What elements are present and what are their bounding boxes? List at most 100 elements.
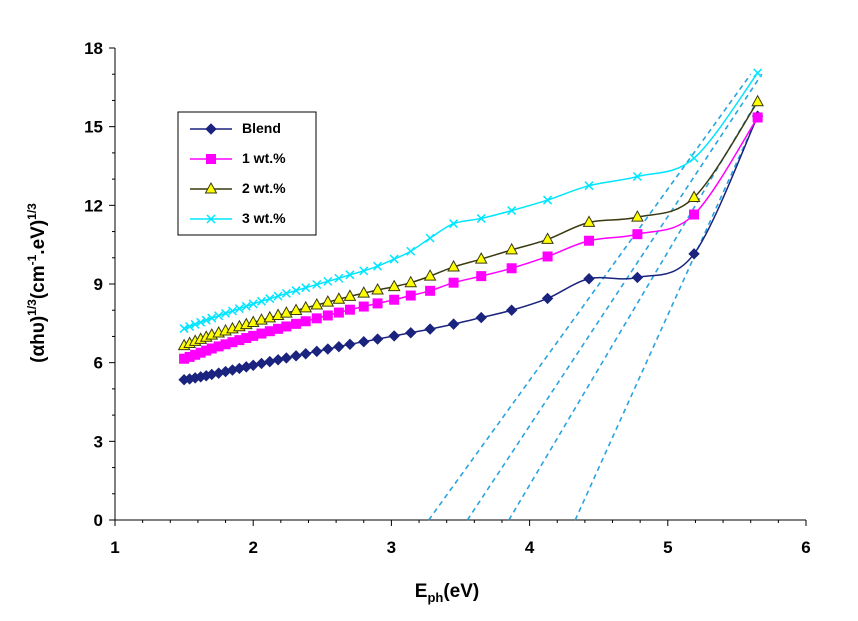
x-axis-title-main: E bbox=[415, 581, 428, 602]
x-axis-title: Eph(eV) bbox=[415, 581, 479, 605]
data-point bbox=[425, 285, 436, 296]
x-marker-stroke bbox=[323, 276, 333, 286]
data-point bbox=[689, 153, 699, 163]
y-tick-label: 9 bbox=[94, 275, 103, 294]
x-axis-title-rest: (eV) bbox=[443, 581, 479, 602]
x-tick-labels: 1 2 3 4 5 6 bbox=[110, 538, 810, 557]
data-point bbox=[506, 263, 517, 274]
y-tick-labels: 0 3 6 9 12 15 18 bbox=[84, 39, 103, 530]
data-point bbox=[371, 333, 384, 345]
data-point bbox=[322, 343, 334, 355]
x-tick-label: 4 bbox=[525, 538, 535, 557]
legend-marker-3wt bbox=[190, 214, 232, 224]
x-tick-label: 3 bbox=[387, 538, 396, 557]
data-point bbox=[300, 348, 312, 360]
data-point bbox=[475, 311, 487, 324]
legend-label-3wt: 3 wt.% bbox=[242, 210, 286, 226]
x-marker-stroke bbox=[689, 153, 699, 163]
legend-marker-1wt bbox=[190, 154, 232, 164]
data-point bbox=[373, 261, 383, 271]
data-point bbox=[300, 316, 311, 327]
data-point bbox=[256, 328, 267, 339]
data-point bbox=[311, 313, 322, 324]
data-point bbox=[322, 310, 333, 321]
data-point bbox=[505, 242, 518, 255]
data-point bbox=[751, 94, 764, 107]
legend-label-2wt: 2 wt.% bbox=[242, 180, 286, 196]
data-point bbox=[248, 330, 259, 341]
data-point bbox=[264, 326, 275, 337]
data-point bbox=[387, 279, 401, 292]
x-marker-stroke bbox=[312, 279, 322, 290]
data-point bbox=[344, 338, 356, 351]
legend-point bbox=[205, 123, 217, 135]
tangent-line bbox=[508, 100, 759, 521]
tangent-line bbox=[428, 73, 752, 521]
data-point bbox=[248, 299, 258, 309]
data-point bbox=[505, 304, 518, 316]
data-point bbox=[389, 294, 400, 305]
x-marker-stroke bbox=[221, 308, 231, 318]
data-point bbox=[273, 323, 284, 334]
data-point bbox=[447, 318, 460, 330]
x-marker-stroke bbox=[507, 206, 517, 216]
y-axis-title: (αhυ)1/3(cm-1.eV)1/3 bbox=[25, 203, 49, 363]
data-point bbox=[425, 233, 435, 243]
legend-point bbox=[204, 181, 218, 194]
data-point bbox=[474, 252, 488, 264]
legend-label-1wt: 1 wt.% bbox=[242, 150, 286, 166]
data-point bbox=[582, 215, 596, 227]
data-point bbox=[333, 340, 345, 353]
y-tick-label: 18 bbox=[84, 39, 103, 58]
data-point bbox=[406, 246, 416, 256]
y-axis-title-part3: .eV) bbox=[28, 220, 49, 255]
x-marker-stroke bbox=[406, 246, 416, 256]
data-point bbox=[185, 321, 195, 332]
y-tick-label: 6 bbox=[94, 354, 103, 373]
data-point bbox=[312, 279, 322, 290]
data-point bbox=[343, 289, 357, 301]
y-tick-label: 0 bbox=[94, 511, 103, 530]
x-marker-stroke bbox=[425, 233, 435, 243]
data-point bbox=[281, 288, 291, 298]
data-point bbox=[476, 271, 487, 282]
data-point bbox=[372, 298, 383, 309]
data-point bbox=[290, 350, 302, 362]
x-marker-stroke bbox=[359, 266, 369, 276]
data-point bbox=[201, 315, 211, 325]
data-point bbox=[424, 323, 436, 335]
x-marker-stroke bbox=[265, 294, 275, 304]
legend-item-3wt: 3 wt.% bbox=[190, 210, 286, 226]
data-point bbox=[447, 259, 460, 272]
data-point bbox=[448, 277, 459, 288]
data-point bbox=[388, 330, 400, 342]
data-point bbox=[358, 335, 370, 348]
x-marker-stroke bbox=[207, 313, 217, 323]
tangent-line bbox=[574, 115, 759, 521]
data-point bbox=[265, 294, 275, 304]
x-marker-stroke bbox=[241, 301, 251, 311]
legend-item-blend: Blend bbox=[190, 120, 281, 136]
data-point bbox=[333, 307, 344, 318]
series-1 bbox=[179, 112, 763, 364]
x-marker-stroke bbox=[389, 254, 399, 264]
y-tick-label: 12 bbox=[84, 196, 103, 215]
data-point bbox=[214, 311, 224, 321]
x-marker-stroke bbox=[476, 213, 486, 223]
data-point bbox=[264, 355, 276, 368]
data-point bbox=[631, 271, 644, 284]
legend-marker-blend bbox=[190, 123, 232, 135]
legend: Blend 1 wt.% 2 wt.% 3 wt.% bbox=[177, 111, 317, 236]
series-2 bbox=[177, 94, 764, 351]
data-point bbox=[291, 286, 301, 296]
data-point bbox=[476, 213, 486, 223]
data-point bbox=[273, 291, 283, 301]
legend-point bbox=[206, 214, 216, 224]
y-axis-title-part1: (αhυ) bbox=[28, 316, 49, 363]
data-point bbox=[358, 301, 369, 312]
data-point bbox=[311, 345, 323, 358]
data-point bbox=[299, 300, 313, 313]
data-point bbox=[632, 171, 642, 182]
data-point bbox=[280, 352, 293, 364]
